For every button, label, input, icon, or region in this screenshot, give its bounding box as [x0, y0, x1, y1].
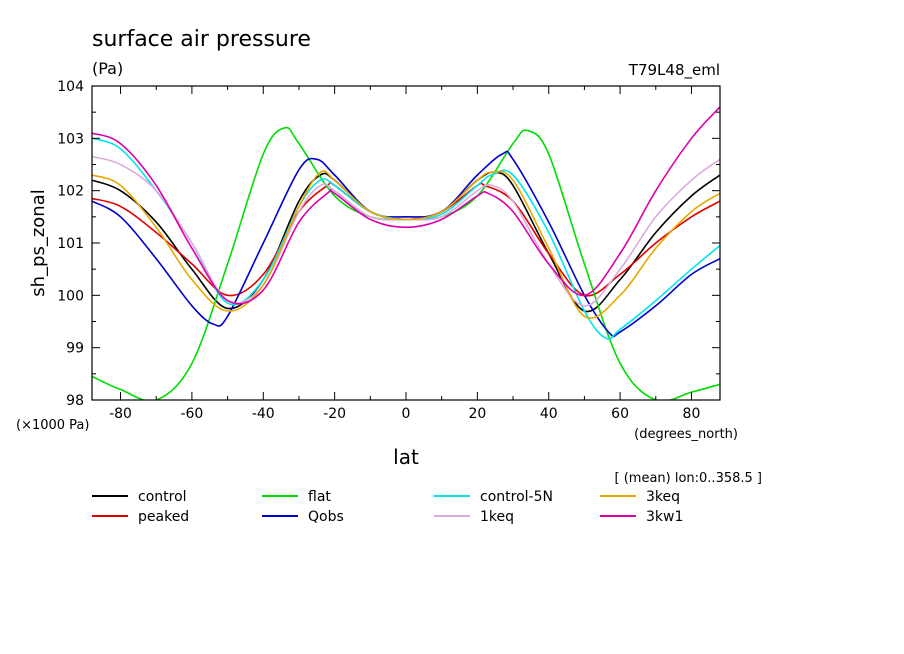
legend-label: Qobs	[308, 509, 344, 525]
x-tick-label: 20	[468, 406, 486, 422]
x-axis-label: lat	[393, 445, 419, 469]
x-tick-label: -20	[323, 406, 346, 422]
series-line-flat	[92, 126, 720, 400]
x-tick-label: -80	[109, 406, 132, 422]
x-units-label: (degrees_north)	[634, 427, 738, 442]
y-tick-label: 104	[57, 79, 84, 95]
series-line-control	[92, 171, 720, 313]
x-tick-label: -60	[180, 406, 203, 422]
legend-label: flat	[308, 489, 331, 505]
chart-subtitle: T79L48_eml	[628, 61, 720, 80]
x-tick-label: 60	[611, 406, 629, 422]
x-tick-label: 0	[402, 406, 411, 422]
series-line-3keq	[92, 170, 720, 319]
legend-label: 3keq	[646, 489, 680, 505]
chart-title: surface air pressure	[92, 27, 311, 52]
y-scale-note: (×1000 Pa)	[16, 418, 89, 433]
series-line-3kw1	[92, 106, 720, 305]
y-axis: 98 99 100 101 102 103 104	[57, 79, 720, 409]
y-tick-label: 101	[57, 236, 84, 252]
y-tick-label: 100	[57, 288, 84, 304]
legend-label: peaked	[138, 509, 189, 525]
legend-label: control-5N	[480, 489, 553, 505]
x-tick-label: 80	[683, 406, 701, 422]
series-line-qobs	[92, 150, 720, 338]
x-tick-label: 40	[540, 406, 558, 422]
y-tick-label: 102	[57, 184, 84, 200]
chart-units: (Pa)	[92, 59, 123, 78]
legend-label: control	[138, 489, 187, 505]
legend: control peaked flat Qobs control-5N 1keq 3keq 3…	[92, 489, 683, 525]
legend-label: 3kw1	[646, 509, 683, 525]
x-tick-label: -40	[252, 406, 275, 422]
y-tick-label: 103	[57, 131, 84, 147]
series-layer	[92, 106, 720, 400]
y-axis-label: sh_ps_zonal	[28, 189, 49, 297]
y-tick-label: 99	[66, 341, 84, 357]
series-line-1keq	[92, 155, 720, 307]
legend-label: 1keq	[480, 509, 514, 525]
mean-note: [ (mean) lon:0..358.5 ]	[615, 471, 763, 486]
y-tick-label: 98	[66, 393, 84, 409]
x-axis: -80 -60 -40 -20 0 20 40 60 80	[109, 86, 700, 422]
